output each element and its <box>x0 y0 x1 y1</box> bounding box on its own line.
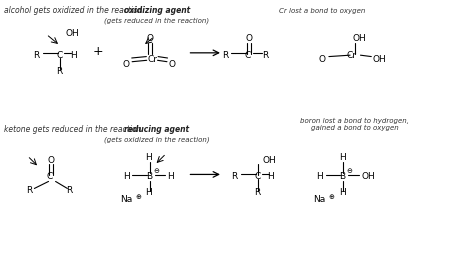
Text: Na: Na <box>313 196 326 204</box>
Text: OH: OH <box>353 34 366 43</box>
Text: boron lost a bond to hydrogen,
gained a bond to oxygen: boron lost a bond to hydrogen, gained a … <box>301 118 410 131</box>
Text: O: O <box>47 156 55 165</box>
Text: R: R <box>262 50 268 60</box>
Text: O: O <box>245 34 252 43</box>
Text: (gets reduced in the reaction): (gets reduced in the reaction) <box>104 17 210 24</box>
Text: R: R <box>222 50 228 60</box>
Text: (gets oxidized in the reaction): (gets oxidized in the reaction) <box>104 136 210 143</box>
Text: oxidizing agent: oxidizing agent <box>124 6 190 15</box>
Text: Cr lost a bond to oxygen: Cr lost a bond to oxygen <box>279 8 365 14</box>
Text: Cr: Cr <box>346 50 356 60</box>
Text: H: H <box>123 172 129 181</box>
Text: O: O <box>168 60 175 69</box>
Text: OH: OH <box>362 172 375 181</box>
Text: ketone gets reduced in the reaction: ketone gets reduced in the reaction <box>4 125 141 134</box>
Text: C: C <box>245 50 251 60</box>
Text: H: H <box>339 188 346 198</box>
Text: H: H <box>316 172 323 181</box>
Text: R: R <box>56 67 63 76</box>
Text: OH: OH <box>373 55 386 64</box>
Text: ⊖: ⊖ <box>346 168 352 174</box>
Text: R: R <box>66 186 73 195</box>
Text: ⊖: ⊖ <box>153 168 159 174</box>
Text: R: R <box>231 172 238 181</box>
Text: H: H <box>339 153 346 162</box>
Text: Cr: Cr <box>147 55 157 64</box>
Text: H: H <box>146 188 152 198</box>
Text: Na: Na <box>120 196 132 204</box>
Text: reducing agent: reducing agent <box>124 125 190 134</box>
Text: R: R <box>254 188 260 198</box>
Text: OH: OH <box>263 156 277 165</box>
Text: B: B <box>339 172 345 181</box>
Text: R: R <box>27 186 33 195</box>
Text: OH: OH <box>65 29 79 38</box>
Text: O: O <box>146 34 153 43</box>
Text: H: H <box>70 50 76 60</box>
Text: C: C <box>47 172 53 181</box>
Text: B: B <box>146 172 152 181</box>
Text: R: R <box>34 50 40 60</box>
Text: ⊕: ⊕ <box>135 194 141 200</box>
Text: C: C <box>56 50 63 60</box>
Text: O: O <box>123 60 130 69</box>
Text: H: H <box>146 153 152 162</box>
Text: O: O <box>319 55 325 64</box>
Text: ⊕: ⊕ <box>328 194 334 200</box>
Text: H: H <box>267 172 274 181</box>
Text: H: H <box>167 172 173 181</box>
Text: alcohol gets oxidized in the reaction: alcohol gets oxidized in the reaction <box>4 6 142 15</box>
Text: C: C <box>254 172 260 181</box>
Text: +: + <box>93 45 103 58</box>
